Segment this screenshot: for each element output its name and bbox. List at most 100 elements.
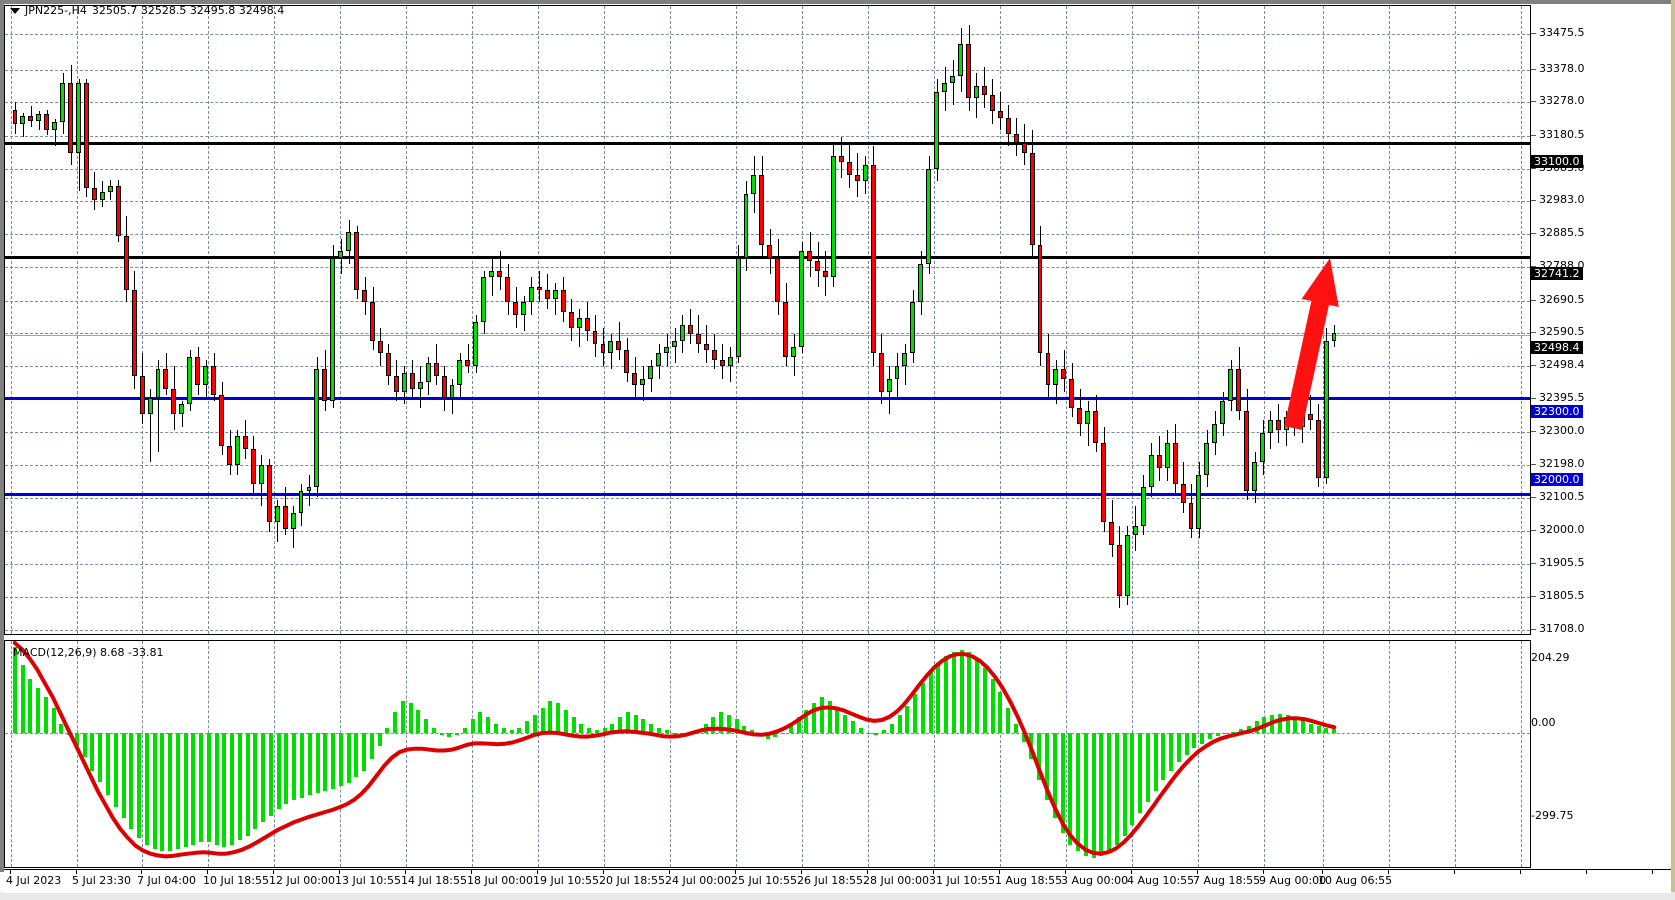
gridline-vertical bbox=[802, 641, 803, 867]
time-axis-label: 13 Jul 10:55 bbox=[335, 874, 401, 887]
gridline-vertical bbox=[604, 641, 605, 867]
macd-histogram-bar bbox=[501, 728, 506, 733]
candle-body bbox=[910, 302, 916, 354]
resistance-33100-line[interactable] bbox=[5, 142, 1530, 146]
price-axis-badge[interactable]: 32498.4 bbox=[1531, 341, 1583, 354]
candle-body bbox=[823, 270, 828, 277]
time-axis-label: 4 Jul 2023 bbox=[6, 874, 62, 887]
time-axis-tick bbox=[273, 870, 274, 874]
price-axis-tick: 33378.0 bbox=[1531, 63, 1585, 75]
macd-histogram-bar bbox=[711, 716, 716, 733]
candle-body bbox=[632, 372, 638, 386]
candle-body bbox=[385, 353, 391, 376]
macd-histogram-bar bbox=[664, 730, 669, 733]
candle-body bbox=[616, 340, 622, 351]
candle-body bbox=[560, 289, 566, 313]
gridline-horizontal bbox=[5, 630, 1530, 631]
macd-histogram-bar bbox=[920, 683, 925, 733]
gridline-vertical bbox=[472, 641, 473, 867]
candle-body bbox=[966, 44, 971, 99]
time-axis-tick bbox=[10, 870, 11, 874]
window-bottom-border bbox=[0, 892, 1675, 900]
chart-header: JPN225-,H4 32505.7 32528.5 32495.8 32498… bbox=[10, 4, 284, 17]
candle-body bbox=[950, 76, 956, 83]
time-axis-tick bbox=[141, 870, 142, 874]
macd-axis[interactable]: 204.29 0.00 -299.75 bbox=[1531, 640, 1671, 868]
candle-body bbox=[203, 366, 209, 386]
price-axis-badge[interactable]: 32741.2 bbox=[1531, 267, 1583, 280]
candle-body bbox=[656, 353, 662, 367]
price-axis-badge[interactable]: 33100.0 bbox=[1531, 155, 1583, 168]
candle-body bbox=[902, 353, 908, 367]
macd-histogram-bar bbox=[804, 710, 809, 733]
price-axis-tick: 32983.0 bbox=[1531, 194, 1585, 206]
price-axis-tick-label: 32300.0 bbox=[1539, 424, 1585, 437]
price-axis-tick: 32590.5 bbox=[1531, 326, 1585, 338]
candle-body bbox=[1275, 420, 1281, 430]
macd-axis-tick-label: 0.00 bbox=[1531, 716, 1556, 729]
macd-histogram-bar bbox=[944, 656, 949, 733]
candle-body bbox=[481, 276, 487, 322]
time-axis-label: 4 Aug 10:55 bbox=[1127, 874, 1195, 887]
candle-body bbox=[1291, 417, 1297, 427]
time-axis-label: 1 Aug 18:55 bbox=[995, 874, 1063, 887]
gridline-vertical bbox=[77, 641, 78, 867]
price-axis-tick-label: 32983.0 bbox=[1539, 193, 1585, 206]
macd-histogram-bar bbox=[214, 732, 219, 845]
macd-histogram-bar bbox=[587, 728, 592, 733]
macd-histogram-bar bbox=[781, 732, 786, 734]
macd-histogram-bar bbox=[1013, 723, 1018, 733]
candle-body bbox=[1029, 152, 1035, 246]
macd-histogram-bar bbox=[183, 732, 188, 847]
macd-histogram-bar bbox=[951, 651, 956, 733]
macd-histogram-bar bbox=[168, 732, 173, 852]
gridline-vertical bbox=[142, 6, 143, 634]
window-right-border bbox=[1671, 0, 1675, 900]
price-axis[interactable]: 33475.533378.033278.033180.533083.032983… bbox=[1531, 5, 1671, 668]
macd-histogram-bar bbox=[548, 701, 553, 733]
macd-histogram-bar bbox=[602, 728, 607, 733]
candle-body bbox=[648, 366, 654, 379]
time-axis[interactable]: 4 Jul 2023 5 Jul 23:30 7 Jul 04:00 10 Jul 1… bbox=[4, 869, 1671, 893]
bullish-arrow-annotation[interactable] bbox=[1284, 258, 1339, 430]
candle-body bbox=[52, 122, 58, 131]
support-32300-line[interactable] bbox=[5, 397, 1530, 401]
macd-indicator-pane[interactable]: MACD(12,26,9) 8.68 -33.81 bbox=[4, 640, 1531, 868]
macd-histogram-bar bbox=[1083, 732, 1088, 856]
macd-histogram-bar bbox=[874, 732, 879, 735]
gridline-horizontal bbox=[5, 136, 1530, 137]
price-axis-tick: 33278.0 bbox=[1531, 95, 1585, 107]
macd-histogram-bar bbox=[967, 651, 972, 733]
macd-histogram-bar bbox=[175, 732, 180, 850]
support-32000-line[interactable] bbox=[5, 492, 1530, 496]
macd-histogram-bar bbox=[928, 672, 933, 733]
candle-body bbox=[552, 289, 558, 300]
candle-body bbox=[894, 366, 900, 379]
candle-wick bbox=[492, 257, 493, 297]
current-price-32498-line[interactable] bbox=[5, 334, 1530, 336]
price-axis-tick: 32300.0 bbox=[1531, 425, 1585, 437]
gridline-vertical bbox=[208, 6, 209, 634]
price-axis-badge[interactable]: 32300.0 bbox=[1531, 405, 1583, 418]
candle-body bbox=[846, 162, 852, 175]
macd-histogram-bar bbox=[1200, 732, 1205, 744]
caret-down-icon[interactable] bbox=[10, 7, 20, 14]
price-axis-badge[interactable]: 32000.0 bbox=[1531, 473, 1583, 486]
candle-body bbox=[958, 44, 964, 77]
macd-histogram-bar bbox=[843, 714, 848, 733]
resistance-32741-line[interactable] bbox=[5, 256, 1530, 260]
candle-wick bbox=[698, 315, 699, 354]
macd-histogram-bar bbox=[525, 721, 530, 733]
price-chart-pane[interactable] bbox=[4, 5, 1531, 635]
price-axis-tick-label: 32590.5 bbox=[1539, 325, 1585, 338]
macd-histogram-bar bbox=[199, 732, 204, 843]
candle-body bbox=[934, 92, 940, 169]
macd-histogram-bar bbox=[827, 701, 832, 733]
gridline-vertical bbox=[736, 641, 737, 867]
candle-body bbox=[282, 506, 288, 529]
candle-body bbox=[187, 356, 193, 405]
candle-body bbox=[1148, 455, 1154, 488]
macd-histogram-bar bbox=[1223, 732, 1228, 734]
macd-histogram-bar bbox=[1169, 732, 1174, 771]
gridline-vertical bbox=[538, 6, 539, 634]
